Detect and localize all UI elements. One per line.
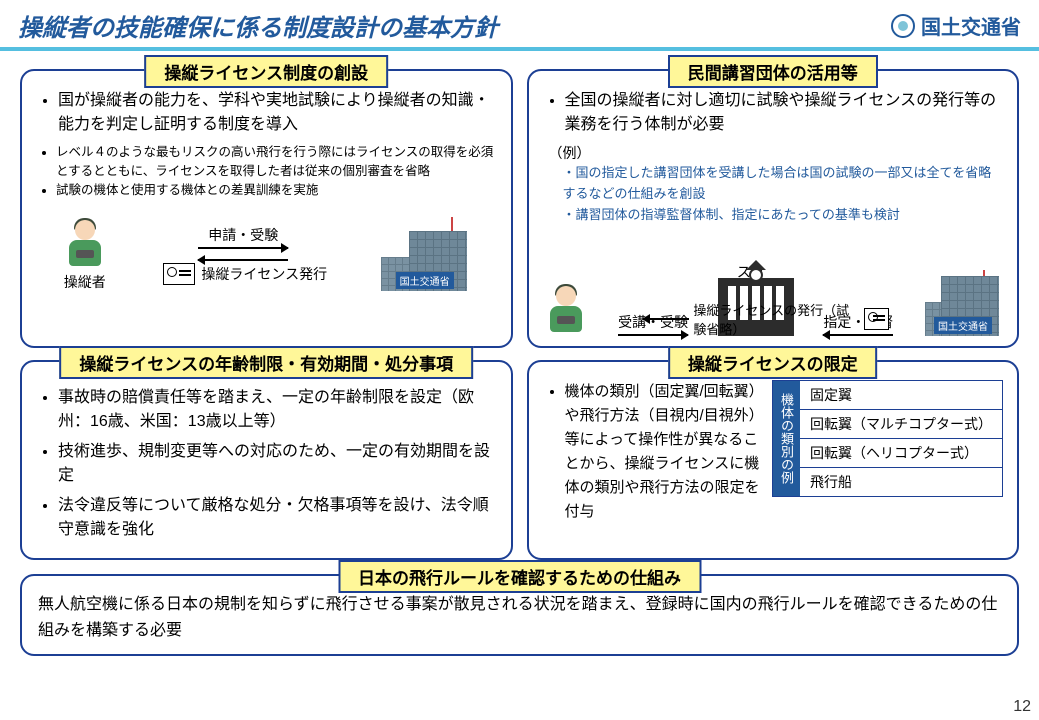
bottom-text: 無人航空機に係る日本の規制を知らずに飛行させる事案が散見される状況を踏まえ、登録…	[38, 592, 1001, 643]
table-row: 飛行船	[800, 468, 1002, 496]
sub-bullet: 試験の機体と使用する機体との差異訓練を実施	[56, 181, 497, 200]
building-label: 国土交通省	[934, 317, 992, 334]
issue-label: 操縦ライセンスの発行（試験省略）	[693, 300, 855, 338]
operator-icon	[62, 218, 108, 270]
bullet-list: 全国の操縦者に対し適切に試験や操縦ライセンスの発行等の業務を行う体制が必要	[543, 89, 1004, 137]
operator-col: 操縦者	[62, 218, 108, 292]
ministry-text: 国土交通省	[921, 11, 1021, 40]
bullet-main: 全国の操縦者に対し適切に試験や操縦ライセンスの発行等の業務を行う体制が必要	[565, 89, 1004, 137]
table-row: 回転翼（マルチコプター式）	[800, 410, 1002, 439]
example-item: ・講習団体の指導監督体制、指定にあたっての基準も検討	[563, 205, 1004, 226]
example-label: （例）	[549, 143, 1004, 163]
arrow-left-icon	[198, 259, 288, 261]
arrow-top-label: 申請・受験	[208, 225, 278, 245]
operator-label: 操縦者	[64, 272, 106, 292]
building-icon: 国土交通省	[923, 272, 1003, 336]
panel-private-training: 民間講習団体の活用等 全国の操縦者に対し適切に試験や操縦ライセンスの発行等の業務…	[527, 69, 1020, 348]
panel-license-limitation: 操縦ライセンスの限定 機体の類別（固定翼/回転翼）や飛行方法（目視内/目視外）等…	[527, 360, 1020, 560]
ministry-label: 国土交通省	[891, 11, 1021, 40]
license-card-icon	[864, 308, 889, 330]
panel-title: 日本の飛行ルールを確認するための仕組み	[338, 560, 701, 593]
panel-title: 操縦ライセンス制度の創設	[144, 55, 388, 88]
building-icon: 国土交通省	[379, 219, 471, 291]
arrow-left-icon	[643, 318, 690, 320]
arrow-group: 申請・受験 操縦ライセンス発行	[159, 225, 327, 285]
arrow-right-icon	[198, 247, 288, 249]
operator-icon	[543, 284, 589, 336]
example-items: ・国の指定した講習団体を受講した場合は国の試験の一部又は全てを省略するなどの仕組…	[563, 163, 1004, 225]
panel-title: 民間講習団体の活用等	[668, 55, 878, 88]
ministry-icon	[891, 14, 915, 38]
bullet-list: 事故時の賠償責任等を踏まえ、一定の年齢制限を設定（欧州：16歳、米国：13歳以上…	[36, 386, 497, 542]
p4-content: 機体の類別（固定翼/回転翼）や飛行方法（目視内/目視外）等によって操作性が異なる…	[543, 380, 1004, 530]
bullet-list: 国が操縦者の能力を、学科や実地試験により操縦者の知識・能力を判定し証明する制度を…	[36, 89, 497, 137]
page-title: 操縦者の技能確保に係る制度設計の基本方針	[18, 8, 498, 43]
building-label: 国土交通省	[396, 272, 454, 289]
table-vhead: 機体の類別の例	[773, 381, 800, 496]
table-rows: 固定翼 回転翼（マルチコプター式） 回転翼（ヘリコプター式） 飛行船	[800, 381, 1002, 496]
table-row: 回転翼（ヘリコプター式）	[800, 439, 1002, 468]
ministry-building-col: 国土交通省	[379, 219, 471, 291]
sub-bullet-list: レベル４のような最もリスクの高い飛行を行う際にはライセンスの取得を必須とするとと…	[36, 143, 497, 199]
license-card-icon	[163, 263, 195, 285]
header: 操縦者の技能確保に係る制度設計の基本方針 国土交通省	[0, 0, 1039, 47]
panel-flight-rules: 日本の飛行ルールを確認するための仕組み 無人航空機に係る日本の規制を知らずに飛行…	[20, 574, 1019, 655]
diagram-application: 操縦者 申請・受験 操縦ライセンス発行 国土交通省	[36, 207, 497, 303]
page-number: 12	[1013, 698, 1031, 716]
example-item: ・国の指定した講習団体を受講した場合は国の試験の一部又は全てを省略するなどの仕組…	[563, 163, 1004, 205]
panel-age-validity: 操縦ライセンスの年齢制限・有効期間・処分事項 事故時の賠償責任等を踏まえ、一定の…	[20, 360, 513, 560]
table-row: 固定翼	[800, 381, 1002, 410]
bullet-main: 国が操縦者の能力を、学科や実地試験により操縦者の知識・能力を判定し証明する制度を…	[58, 89, 497, 137]
bullet: 事故時の賠償責任等を踏まえ、一定の年齢制限を設定（欧州：16歳、米国：13歳以上…	[58, 386, 497, 434]
bullet: 技術進歩、規制変更等への対応のため、一定の有効期間を設定	[58, 440, 497, 488]
panel-title: 操縦ライセンスの年齢制限・有効期間・処分事項	[59, 346, 473, 379]
aircraft-type-table: 機体の類別の例 固定翼 回転翼（マルチコプター式） 回転翼（ヘリコプター式） 飛…	[772, 380, 1003, 497]
panel-title: 操縦ライセンスの限定	[668, 346, 878, 379]
bullet-list: 機体の類別（固定翼/回転翼）や飛行方法（目視内/目視外）等によって操作性が異なる…	[543, 380, 761, 530]
panel-grid: 操縦ライセンス制度の創設 国が操縦者の能力を、学科や実地試験により操縦者の知識・…	[0, 69, 1039, 560]
ministry-building-col: 国土交通省	[923, 272, 1003, 336]
issue-row: 操縦ライセンスの発行（試験省略）	[643, 300, 894, 338]
panel-license-creation: 操縦ライセンス制度の創設 国が操縦者の能力を、学科や実地試験により操縦者の知識・…	[20, 69, 513, 348]
arrow-bottom-label: 操縦ライセンス発行	[201, 264, 327, 284]
diagram-school: 受講・受験 スクール 指定・監督 国土交通省 操縦	[543, 231, 1004, 336]
header-divider	[0, 47, 1039, 51]
bullet: 法令違反等について厳格な処分・欠格事項等を設け、法令順守意識を強化	[58, 494, 497, 542]
sub-bullet: レベル４のような最もリスクの高い飛行を行う際にはライセンスの取得を必須とするとと…	[56, 143, 497, 181]
operator-col	[543, 284, 589, 336]
p4-text: 機体の類別（固定翼/回転翼）や飛行方法（目視内/目視外）等によって操作性が異なる…	[565, 380, 761, 524]
